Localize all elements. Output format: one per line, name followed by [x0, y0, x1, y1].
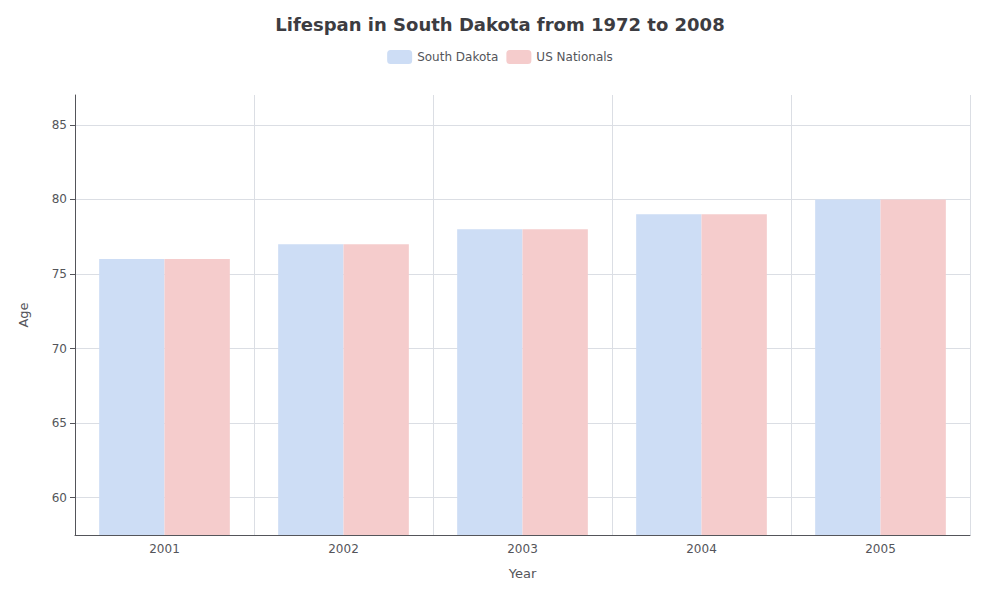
svg-text:Age: Age [16, 302, 31, 327]
svg-text:85: 85 [52, 118, 67, 132]
svg-text:2001: 2001 [149, 542, 180, 556]
svg-text:2005: 2005 [865, 542, 896, 556]
svg-text:South Dakota: South Dakota [417, 50, 498, 64]
svg-text:75: 75 [52, 267, 67, 281]
svg-text:65: 65 [52, 416, 67, 430]
svg-text:2003: 2003 [507, 542, 538, 556]
svg-text:Year: Year [508, 566, 537, 581]
svg-text:60: 60 [52, 491, 67, 505]
svg-text:2002: 2002 [328, 542, 359, 556]
svg-text:Lifespan in South Dakota from: Lifespan in South Dakota from 1972 to 20… [275, 14, 724, 35]
svg-text:80: 80 [52, 192, 67, 206]
svg-text:US Nationals: US Nationals [536, 50, 612, 64]
svg-text:2004: 2004 [686, 542, 717, 556]
svg-text:70: 70 [52, 342, 67, 356]
